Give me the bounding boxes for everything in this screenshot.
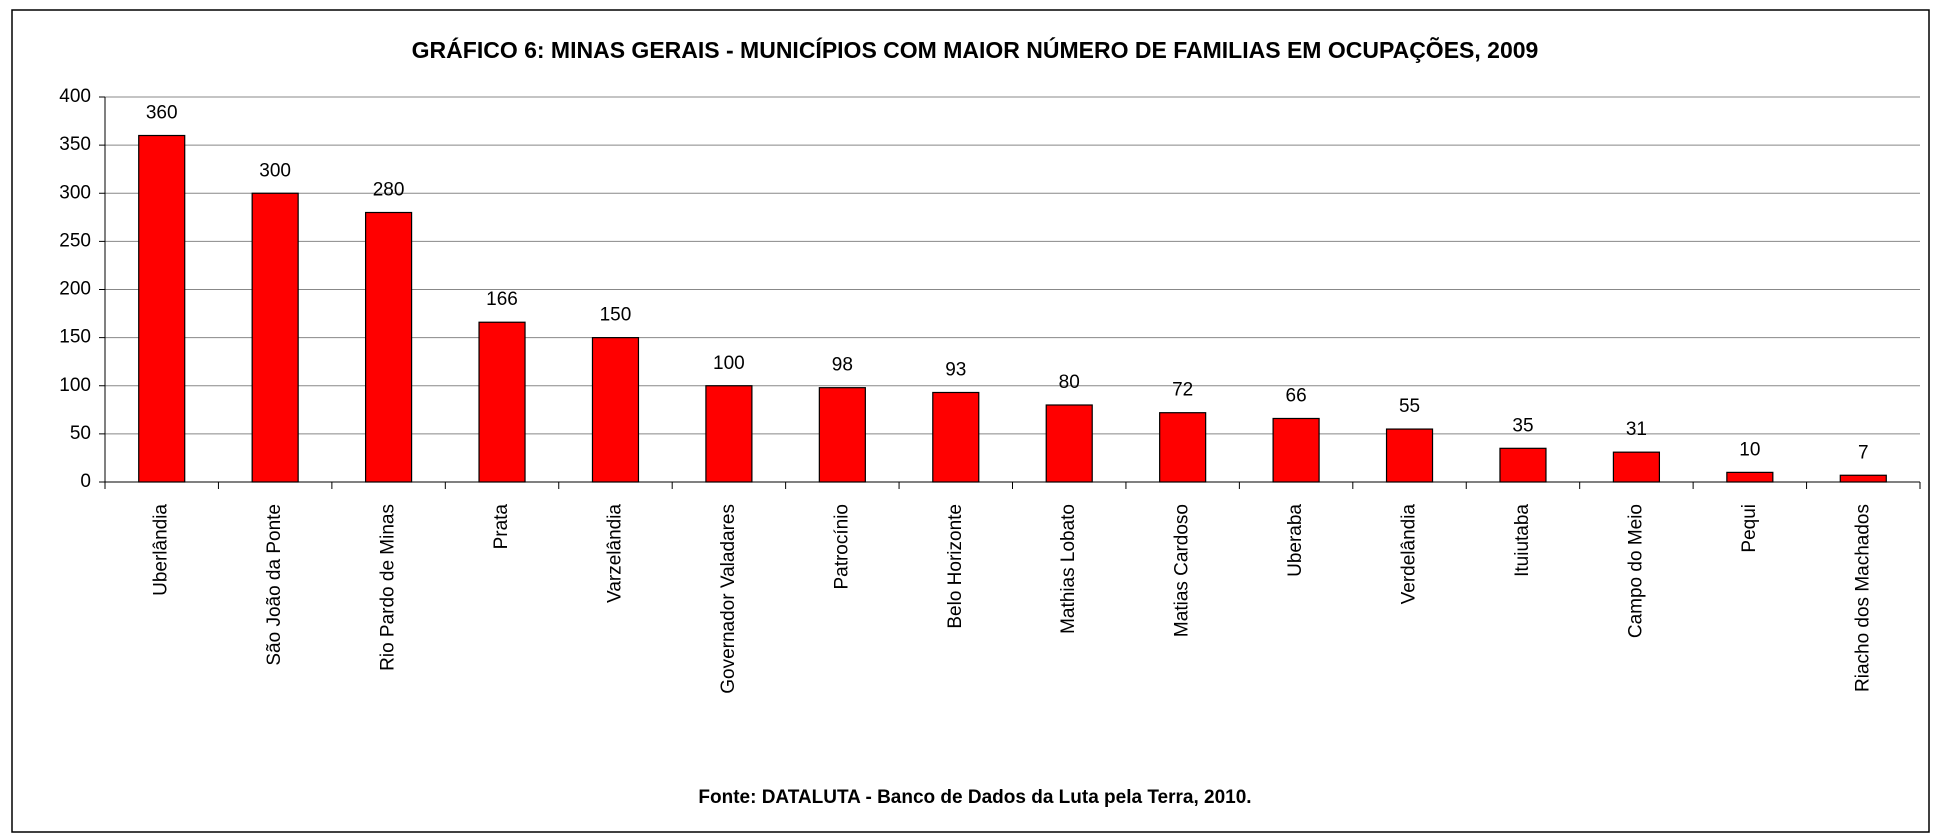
data-label: 7 xyxy=(1858,442,1869,463)
data-label: 72 xyxy=(1172,380,1193,401)
bar xyxy=(1612,451,1661,483)
bar xyxy=(818,387,866,483)
data-label: 150 xyxy=(600,305,632,326)
data-label: 98 xyxy=(832,355,853,376)
bar xyxy=(591,337,640,483)
x-tick-label: Uberaba xyxy=(1285,504,1306,577)
x-tick-label: Rio Pardo de Minas xyxy=(378,504,399,671)
y-tick-label: 200 xyxy=(59,279,91,300)
x-tick-label: Matias Cardoso xyxy=(1172,504,1193,637)
x-tick-label: São João da Ponte xyxy=(264,504,285,666)
y-tick-label: 300 xyxy=(59,182,91,203)
y-tick-label: 250 xyxy=(59,230,91,251)
x-tick-label: Prata xyxy=(491,504,512,550)
data-label: 100 xyxy=(713,353,745,374)
x-tick-label: Uberlândia xyxy=(151,504,172,596)
source-note: Fonte: DATALUTA - Banco de Dados da Luta… xyxy=(698,787,1251,808)
data-label: 93 xyxy=(945,360,966,381)
chart-title: GRÁFICO 6: MINAS GERAIS - MUNICÍPIOS COM… xyxy=(412,36,1539,63)
y-tick-label: 150 xyxy=(59,327,91,348)
x-tick-label: Patrocínio xyxy=(831,504,852,590)
x-tick-label: Campo do Meio xyxy=(1625,504,1646,638)
y-tick-label: 0 xyxy=(80,471,91,492)
bar xyxy=(1385,428,1434,483)
data-label: 360 xyxy=(146,103,178,124)
x-tick-label: Varzelândia xyxy=(604,504,625,603)
x-tick-label: Belo Horizonte xyxy=(945,504,966,629)
bar xyxy=(364,211,413,483)
bar xyxy=(1499,447,1547,483)
bar xyxy=(138,134,186,483)
y-tick-label: 400 xyxy=(59,86,91,107)
data-label: 66 xyxy=(1286,385,1307,406)
data-label: 300 xyxy=(259,160,291,181)
bar xyxy=(1839,474,1887,483)
x-tick-label: Mathias Lobato xyxy=(1058,504,1079,634)
x-tick-label: Pequi xyxy=(1739,504,1760,553)
bar xyxy=(1272,417,1320,483)
data-label: 31 xyxy=(1626,419,1647,440)
data-label: 280 xyxy=(373,180,405,201)
x-tick-label: Governador Valadares xyxy=(718,504,739,694)
bar xyxy=(932,391,980,483)
x-tick-label: Riacho dos Machados xyxy=(1852,504,1873,692)
data-label: 10 xyxy=(1739,439,1760,460)
bar xyxy=(1726,471,1774,483)
data-label: 166 xyxy=(486,289,518,310)
y-tick-label: 100 xyxy=(59,375,91,396)
bar xyxy=(1045,404,1093,483)
data-label: 35 xyxy=(1512,415,1533,436)
y-tick-label: 350 xyxy=(59,134,91,155)
y-tick-label: 50 xyxy=(70,423,91,444)
bar xyxy=(251,192,299,483)
data-label: 55 xyxy=(1399,396,1420,417)
data-label: 80 xyxy=(1059,372,1080,393)
x-tick-label: Ituiutaba xyxy=(1512,504,1533,577)
bar xyxy=(478,321,526,483)
bar xyxy=(1159,412,1207,483)
bar xyxy=(705,385,753,483)
x-tick-label: Verdelândia xyxy=(1399,504,1420,605)
